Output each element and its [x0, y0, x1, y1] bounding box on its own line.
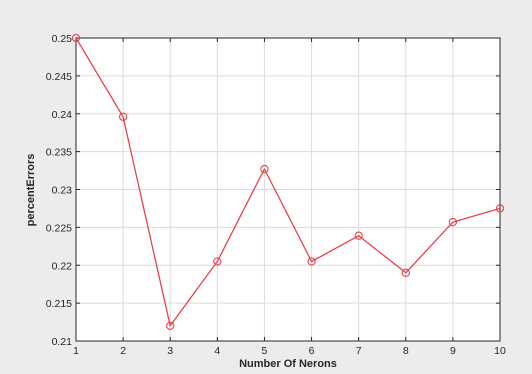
series	[71, 33, 505, 330]
series-line	[75, 37, 501, 327]
data-point	[495, 204, 505, 213]
data-point	[71, 33, 81, 43]
x-tick-label: 3	[167, 345, 173, 357]
x-tick-label: 9	[450, 345, 456, 357]
y-tick-label: 0.24	[52, 109, 73, 121]
x-tick-label: 10	[494, 345, 506, 357]
y-tick-label: 0.215	[46, 298, 72, 310]
y-axis-title: percentErrors	[25, 154, 37, 227]
y-tick-label: 0.245	[46, 71, 72, 83]
x-tick-label: 4	[214, 345, 220, 357]
data-point	[401, 268, 410, 277]
plot-frame	[75, 37, 501, 342]
data-point	[213, 257, 222, 266]
y-tick-label: 0.25	[52, 33, 73, 45]
y-tick-label: 0.23	[52, 185, 73, 197]
data-point	[260, 164, 269, 174]
data-point	[448, 217, 458, 227]
data-point	[307, 257, 316, 266]
data-point	[354, 231, 363, 240]
x-axis-title: Number Of Nerons	[239, 358, 337, 370]
x-tick-label: 1	[73, 345, 79, 357]
x-tick-label: 6	[309, 345, 315, 357]
y-tick-label: 0.22	[52, 260, 73, 272]
x-tick-label: 5	[262, 345, 268, 357]
tick-labels: 1 2 3 4 5 6 7 8 9 10 0.21 0.215 0.22 0.225 0.23 0.235 0.…	[46, 33, 506, 357]
x-tick-label: 7	[356, 345, 362, 357]
y-tick-label: 0.225	[46, 222, 72, 234]
x-tick-label: 8	[403, 345, 409, 357]
data-point	[166, 321, 175, 330]
y-tick-label: 0.235	[46, 147, 72, 159]
y-tick-label: 0.21	[52, 336, 73, 348]
x-tick-label: 2	[120, 345, 126, 357]
data-point	[118, 112, 128, 121]
